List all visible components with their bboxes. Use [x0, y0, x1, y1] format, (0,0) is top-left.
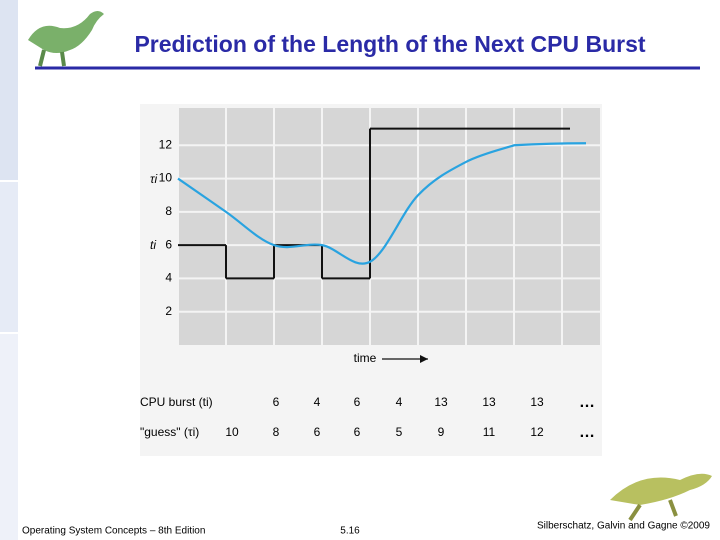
- table-cell: 11: [483, 425, 496, 439]
- plot-area: [178, 108, 600, 345]
- time-arrowhead: [420, 355, 428, 363]
- side-band: [0, 0, 18, 180]
- table-cell: 4: [314, 395, 321, 409]
- y-annotation: τi: [150, 172, 157, 186]
- table-cell: 4: [396, 395, 403, 409]
- footer-right: Silberschatz, Galvin and Gagne ©2009: [537, 521, 710, 532]
- label-bg: [352, 352, 382, 366]
- table-cell: 10: [225, 425, 239, 439]
- y-tick-label: 2: [165, 304, 172, 318]
- table-cell: 9: [438, 425, 445, 439]
- table-cell: 6: [354, 395, 361, 409]
- table-cell: 13: [482, 395, 496, 409]
- y-tick-label: 6: [165, 237, 172, 251]
- dinosaur-logo: [610, 473, 712, 522]
- x-axis-label: time: [354, 351, 377, 365]
- y-annotation: ti: [150, 238, 156, 252]
- table-cell: 6: [354, 425, 361, 439]
- table-cell: 13: [530, 395, 544, 409]
- row-label: CPU burst (ti): [140, 395, 213, 409]
- table-cell: 6: [314, 425, 321, 439]
- y-tick-label: 12: [159, 137, 173, 151]
- footer-center: 5.16: [340, 526, 360, 537]
- slide-title: Prediction of the Length of the Next CPU…: [134, 31, 645, 57]
- side-band: [0, 334, 18, 540]
- y-tick-label: 4: [165, 271, 172, 285]
- table-cell: 13: [434, 395, 448, 409]
- table-cell: 8: [273, 425, 280, 439]
- dinosaur-logo: [28, 11, 104, 67]
- table-cell: 5: [396, 425, 403, 439]
- footer-left: Operating System Concepts – 8th Edition: [22, 526, 205, 537]
- table-cell: 12: [530, 425, 544, 439]
- guess-curve: [177, 142, 587, 265]
- continuation: …: [579, 424, 595, 441]
- side-band: [0, 182, 18, 332]
- table-cell: 6: [273, 395, 280, 409]
- continuation: …: [579, 394, 595, 411]
- row-label: "guess" (τi): [140, 425, 199, 439]
- y-tick-label: 8: [165, 204, 172, 218]
- y-tick-label: 10: [159, 171, 173, 185]
